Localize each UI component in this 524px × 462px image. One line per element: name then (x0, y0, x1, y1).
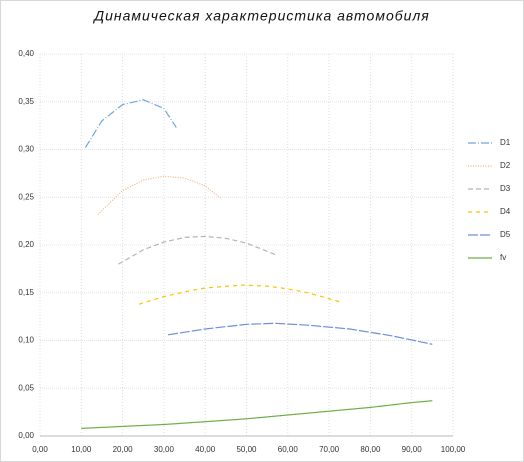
y-tick-label: 0,10 (18, 336, 34, 345)
x-tick-label: 50,00 (236, 445, 257, 454)
legend-label: D1 (500, 138, 511, 147)
series-line (167, 322, 433, 345)
series-line (118, 235, 276, 265)
legend-label: D2 (500, 161, 511, 170)
x-tick-label: 30,00 (154, 445, 175, 454)
y-tick-label: 0,05 (18, 383, 34, 392)
y-tick-label: 0,35 (18, 97, 34, 106)
legend-label: fv (500, 253, 506, 262)
legend-label: D3 (500, 184, 511, 193)
y-tick-label: 0,00 (18, 431, 34, 440)
x-tick-label: 80,00 (360, 445, 381, 454)
x-tick-label: 70,00 (319, 445, 340, 454)
chart-title: Динамическая характеристика автомобиля (92, 8, 430, 24)
x-tick-label: 10,00 (71, 445, 92, 454)
series-line (84, 99, 177, 148)
x-tick-label: 40,00 (195, 445, 216, 454)
legend-label: D4 (500, 207, 511, 216)
x-tick-label: 20,00 (113, 445, 134, 454)
x-tick-label: 0,00 (32, 445, 48, 454)
x-tick-label: 90,00 (402, 445, 423, 454)
x-tick-label: 100,00 (441, 445, 466, 454)
y-tick-label: 0,40 (18, 49, 34, 58)
y-tick-label: 0,20 (18, 240, 34, 249)
y-tick-label: 0,15 (18, 288, 34, 297)
series-line (138, 284, 342, 305)
y-tick-label: 0,30 (18, 145, 34, 154)
x-tick-label: 60,00 (278, 445, 299, 454)
series-line (81, 400, 433, 429)
legend-label: D5 (500, 230, 511, 239)
y-tick-label: 0,25 (18, 192, 34, 201)
